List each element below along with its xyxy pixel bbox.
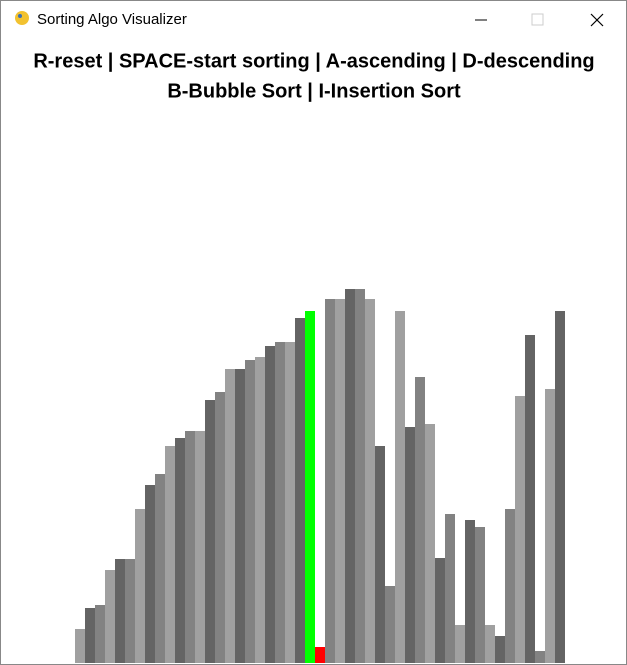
bar: [175, 438, 185, 663]
bar: [345, 289, 355, 663]
bar: [125, 559, 135, 663]
bar: [155, 474, 165, 663]
bar: [545, 389, 555, 663]
bar: [375, 446, 385, 663]
bar: [525, 335, 535, 663]
bar: [325, 299, 335, 663]
bar: [165, 446, 175, 663]
bar: [105, 570, 115, 663]
bar: [485, 625, 495, 663]
bar: [235, 369, 245, 663]
bar: [245, 360, 255, 663]
bar: [535, 651, 545, 663]
app-icon: [15, 11, 29, 25]
bar: [435, 558, 445, 663]
bar: [445, 514, 455, 663]
bar: [225, 369, 235, 663]
bar: [95, 605, 105, 663]
bar: [425, 424, 435, 663]
bar: [215, 392, 225, 663]
bar: [205, 400, 215, 663]
bar: [285, 342, 295, 663]
bars: [75, 289, 565, 663]
bar: [385, 586, 395, 663]
bar: [455, 625, 465, 663]
bar: [135, 509, 145, 663]
bar: [465, 520, 475, 663]
bar: [115, 559, 125, 663]
algorithm-help: B-Bubble Sort | I-Insertion Sort: [167, 80, 461, 102]
bar: [555, 311, 565, 663]
bar: [305, 311, 315, 663]
bar: [335, 299, 345, 663]
maximize-button[interactable]: [531, 13, 544, 26]
bar: [315, 647, 325, 663]
bar: [475, 527, 485, 663]
bar: [505, 509, 515, 663]
bar: [145, 485, 155, 663]
bar: [85, 608, 95, 663]
bar: [295, 318, 305, 663]
bar: [405, 427, 415, 663]
bar: [195, 431, 205, 663]
bar: [355, 289, 365, 663]
window-title: Sorting Algo Visualizer: [37, 11, 187, 28]
close-button[interactable]: [590, 13, 604, 27]
bar: [185, 431, 195, 663]
bar: [255, 357, 265, 663]
controls-help: R-reset | SPACE-start sorting | A-ascend…: [33, 50, 594, 72]
bar: [395, 311, 405, 663]
bar: [275, 342, 285, 663]
bar: [75, 629, 85, 663]
bar: [495, 636, 505, 663]
bar: [415, 377, 425, 663]
bar: [265, 346, 275, 663]
bar: [365, 299, 375, 663]
bar: [515, 396, 525, 663]
